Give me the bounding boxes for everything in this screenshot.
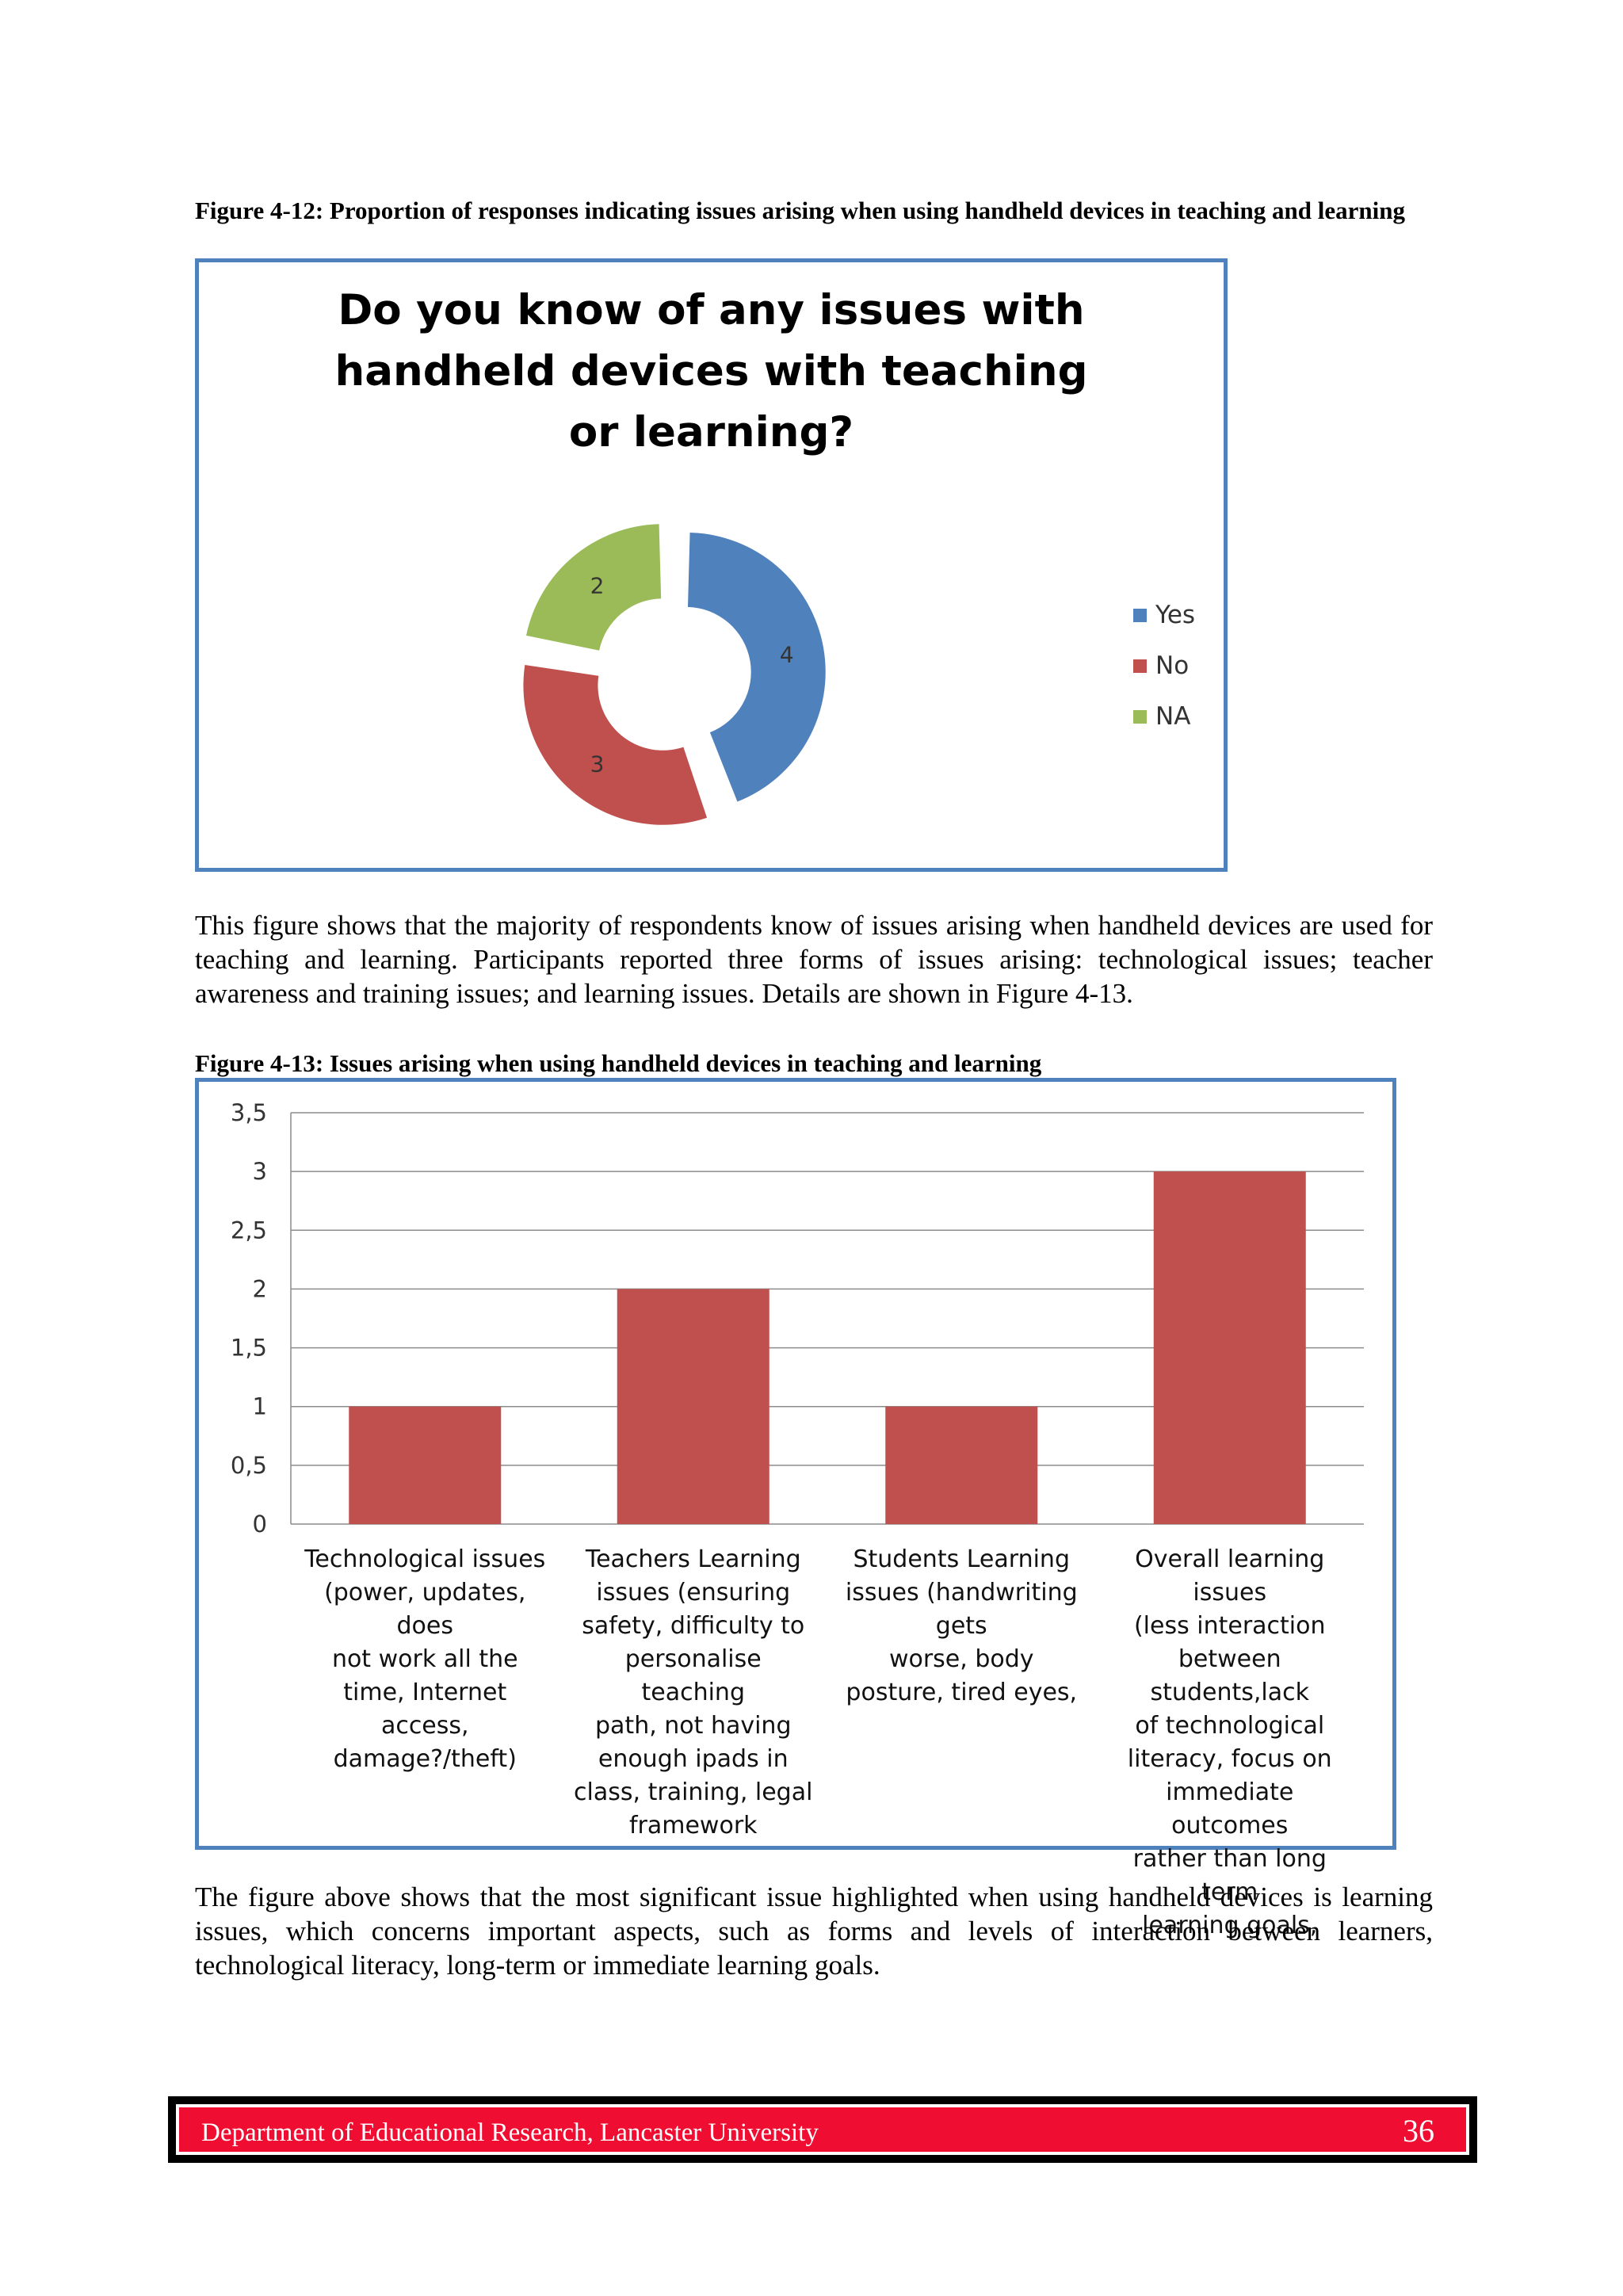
x-category-label-line: between students,lack: [1150, 1645, 1309, 1706]
bar-chart-frame: 0 0,5 1 1,5 2 2,5 3 3,5 Technological issues (po…: [195, 1078, 1396, 1939]
x-category-label-line: class, training, legal: [574, 1778, 813, 1806]
y-tick-label: 2: [253, 1275, 267, 1302]
x-category-label-line: posture, tired eyes,: [846, 1679, 1078, 1706]
x-category-label-line: enough ipads in: [598, 1745, 789, 1773]
x-category-label-line: Technological issues: [304, 1545, 546, 1573]
footer-text: Department of Educational Research, Lanc…: [201, 2118, 819, 2147]
doughnut-chart-title: Do you know of any issues with handheld …: [334, 286, 1088, 457]
doughnut-data-label: 4: [780, 642, 794, 668]
x-category-label-line: time, Internet: [343, 1679, 507, 1706]
legend-label-no: No: [1155, 651, 1189, 680]
x-category-label-line: Teachers Learning: [585, 1545, 801, 1573]
doughnut-slice-yes: [687, 532, 826, 802]
legend-swatch-na: [1133, 710, 1147, 724]
bar-3: [885, 1406, 1038, 1524]
x-category-label-line: (less interaction: [1133, 1612, 1326, 1640]
legend-swatch-yes: [1133, 609, 1147, 622]
doughnut-data-label: 2: [590, 572, 605, 598]
x-category-label: Students Learning issues (handwriting get…: [838, 1543, 1084, 1710]
bar-4: [1153, 1171, 1306, 1524]
x-category-label-line: not work all the: [331, 1645, 518, 1673]
y-tick-label: 0,5: [231, 1452, 267, 1479]
y-tick-label: 3,5: [231, 1099, 267, 1126]
figure-4-12-caption: Figure 4-12: Proportion of responses ind…: [195, 197, 1405, 224]
doughnut-slice-na: [526, 524, 662, 651]
y-tick-label: 1,5: [231, 1335, 267, 1362]
x-category-label-line: immediate outcomes: [1166, 1778, 1294, 1839]
doughnut-chart-frame: Do you know of any issues with handheld …: [195, 258, 1228, 872]
doughnut-chart: 4 3 2 Yes No NA: [523, 524, 1195, 825]
x-category-label-line: Students Learning: [853, 1545, 1070, 1573]
legend-label-yes: Yes: [1155, 601, 1195, 629]
footer-band: Department of Educational Research, Lanc…: [176, 2104, 1469, 2155]
x-category-label-line: literacy, focus on: [1127, 1745, 1332, 1773]
x-category-label-line: (power, updates, does: [324, 1579, 526, 1640]
x-category-label-line: worse, body: [888, 1645, 1034, 1673]
x-category-label: Overall learning issues (less interaction…: [1107, 1543, 1353, 1943]
x-category-label-line: path, not having: [595, 1712, 792, 1740]
x-category-label-line: personalise teaching: [624, 1645, 762, 1706]
page-number: 36: [1403, 2113, 1434, 2149]
x-category-label-line: framework: [628, 1812, 758, 1839]
x-category-label-line: issues (ensuring: [596, 1579, 791, 1606]
figure-4-13-caption: Figure 4-13: Issues arising when using h…: [195, 1049, 1042, 1077]
x-category-label-line: access, damage?/theft): [333, 1712, 517, 1773]
y-tick-label: 2,5: [231, 1217, 267, 1244]
x-category-label-line: safety, difficulty to: [582, 1612, 805, 1640]
legend-swatch-no: [1133, 659, 1147, 673]
x-category-label-line: of technological: [1135, 1712, 1325, 1740]
x-category-label: Teachers Learning issues (ensuring safety,…: [571, 1543, 816, 1843]
y-tick-label: 0: [253, 1511, 267, 1538]
y-tick-label: 1: [253, 1393, 267, 1420]
page-footer: Department of Educational Research, Lanc…: [168, 2096, 1477, 2163]
bar-2: [617, 1289, 769, 1524]
x-category-label-line: Overall learning issues: [1135, 1545, 1325, 1606]
x-category-label-line: issues (handwriting gets: [845, 1579, 1078, 1640]
paragraph-2: The figure above shows that the most sig…: [195, 1881, 1433, 1981]
x-category-label-line: learning goals,: [1142, 1912, 1318, 1939]
x-category-label: Technological issues (power, updates, doe…: [302, 1543, 548, 1776]
bar-1: [349, 1406, 502, 1524]
paragraph-1: This figure shows that the majority of r…: [195, 910, 1433, 1009]
x-category-label-line: rather than long term: [1132, 1845, 1327, 1906]
doughnut-data-label: 3: [590, 751, 605, 777]
y-tick-label: 3: [253, 1158, 267, 1185]
bar-chart: 0 0,5 1 1,5 2 2,5 3 3,5: [231, 1099, 1364, 1538]
legend-label-na: NA: [1155, 702, 1190, 731]
doughnut-slice-no: [523, 665, 708, 825]
